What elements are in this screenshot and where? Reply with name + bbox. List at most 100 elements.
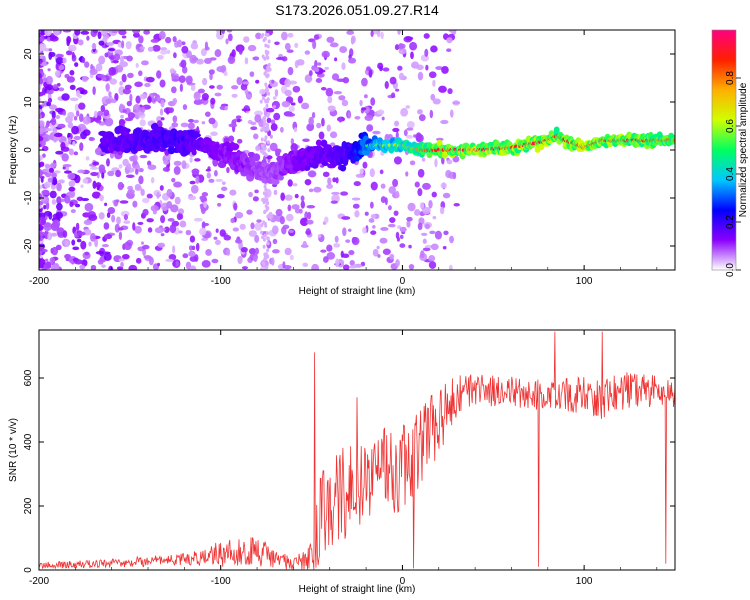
heatmap-cell (119, 119, 126, 125)
heatmap-cell (62, 30, 72, 33)
heatmap-cell (73, 115, 78, 121)
heatmap-cell (304, 211, 309, 220)
heatmap-cell (156, 191, 160, 199)
heatmap-cell (210, 131, 218, 137)
heatmap-cell (368, 218, 375, 223)
heatmap-cell (230, 143, 240, 151)
heatmap-cell (106, 212, 111, 218)
colorbar-tick-label: 0.0 (725, 263, 736, 277)
heatmap-cell (285, 213, 294, 222)
heatmap-cell (166, 49, 171, 54)
heatmap-cell (382, 67, 390, 72)
heatmap-cell (50, 184, 56, 190)
heatmap-cell (280, 192, 286, 201)
heatmap-cell (281, 56, 288, 62)
heatmap-cell (127, 112, 136, 120)
heatmap-cell (188, 245, 193, 251)
y-tick-label: 10 (23, 96, 34, 108)
heatmap-cell (125, 128, 131, 133)
heatmap-cell (189, 265, 197, 270)
heatmap-cell (82, 116, 91, 125)
colorbar-ticks: 0.0 0.2 0.4 0.6 0.8 (725, 71, 741, 277)
heatmap-cell (125, 41, 132, 50)
heatmap-cell (244, 57, 249, 65)
heatmap-cell (53, 30, 60, 36)
heatmap-cell (250, 121, 257, 126)
heatmap-cell (84, 251, 90, 256)
heatmap-cell (84, 202, 94, 212)
heatmap-cell (132, 104, 141, 113)
heatmap-cell (235, 115, 242, 119)
heatmap-cell (395, 259, 400, 267)
heatmap-cell (168, 107, 175, 113)
heatmap-cell (150, 204, 159, 212)
spectrogram-y-label: Frequency (Hz) (8, 116, 19, 185)
heatmap-cell (363, 94, 368, 99)
heatmap-cell (291, 204, 300, 210)
heatmap-cell (213, 236, 218, 240)
heatmap-cell (68, 186, 76, 192)
chart-title: S173.2026.051.09.27.R14 (275, 2, 439, 18)
heatmap-cell (327, 177, 332, 185)
heatmap-cell (51, 199, 57, 205)
heatmap-cell (216, 194, 225, 199)
heatmap-cell (302, 138, 310, 143)
heatmap-cell (345, 239, 351, 243)
heatmap-cell (368, 68, 373, 78)
heatmap-cell (182, 104, 188, 110)
heatmap-cell (52, 176, 58, 186)
heatmap-cell (70, 209, 76, 214)
heatmap-cell (39, 205, 43, 209)
heatmap-cell (262, 220, 266, 225)
heatmap-cell (210, 97, 216, 105)
heatmap-cell (139, 119, 146, 127)
heatmap-cell (72, 140, 76, 147)
heatmap-cell (253, 133, 259, 140)
heatmap-cell (135, 168, 139, 175)
heatmap-cell (298, 208, 303, 214)
colorbar: 0.0 0.2 0.4 0.6 0.8 Normalized spectral ampl… (711, 29, 749, 277)
x-tick-label: 100 (576, 276, 593, 287)
heatmap-cell (250, 126, 258, 131)
heatmap-cell (179, 83, 183, 93)
heatmap-cell (62, 164, 72, 168)
heatmap-cell (203, 201, 207, 208)
heatmap-cell (417, 109, 423, 115)
heatmap-cell (214, 49, 222, 58)
heatmap-cell (209, 72, 213, 81)
heatmap-cell (266, 206, 270, 211)
heatmap-cell (159, 108, 164, 116)
heatmap-cell (302, 262, 309, 268)
heatmap-cell (39, 35, 45, 43)
heatmap-cell (300, 195, 305, 202)
heatmap-cell (78, 113, 84, 123)
heatmap-cell (225, 38, 229, 45)
heatmap-cell (308, 188, 314, 193)
heatmap-cell (191, 168, 200, 176)
heatmap-cell (185, 229, 192, 236)
heatmap-cell (448, 30, 455, 33)
heatmap-cell (167, 146, 175, 155)
heatmap-cell (284, 78, 291, 88)
heatmap-cell (172, 98, 178, 105)
heatmap-cell (75, 110, 80, 117)
heatmap-cell (159, 79, 166, 88)
heatmap-cell (279, 216, 285, 225)
heatmap-cell (122, 88, 132, 95)
heatmap-cell (370, 214, 377, 219)
heatmap-cell (304, 76, 313, 82)
heatmap-cell (273, 112, 281, 121)
heatmap-cell (284, 89, 292, 97)
heatmap-cell (388, 223, 396, 228)
heatmap-cell (181, 160, 187, 169)
heatmap-cell (39, 92, 44, 97)
heatmap-cell (234, 211, 244, 219)
heatmap-cell (255, 79, 260, 84)
heatmap-cell (261, 144, 265, 149)
heatmap-cell (134, 225, 142, 234)
heatmap-cell (150, 177, 155, 184)
heatmap-cell (56, 123, 66, 129)
heatmap-cell (405, 171, 409, 177)
heatmap-cell (394, 190, 400, 199)
heatmap-cell (82, 129, 91, 136)
